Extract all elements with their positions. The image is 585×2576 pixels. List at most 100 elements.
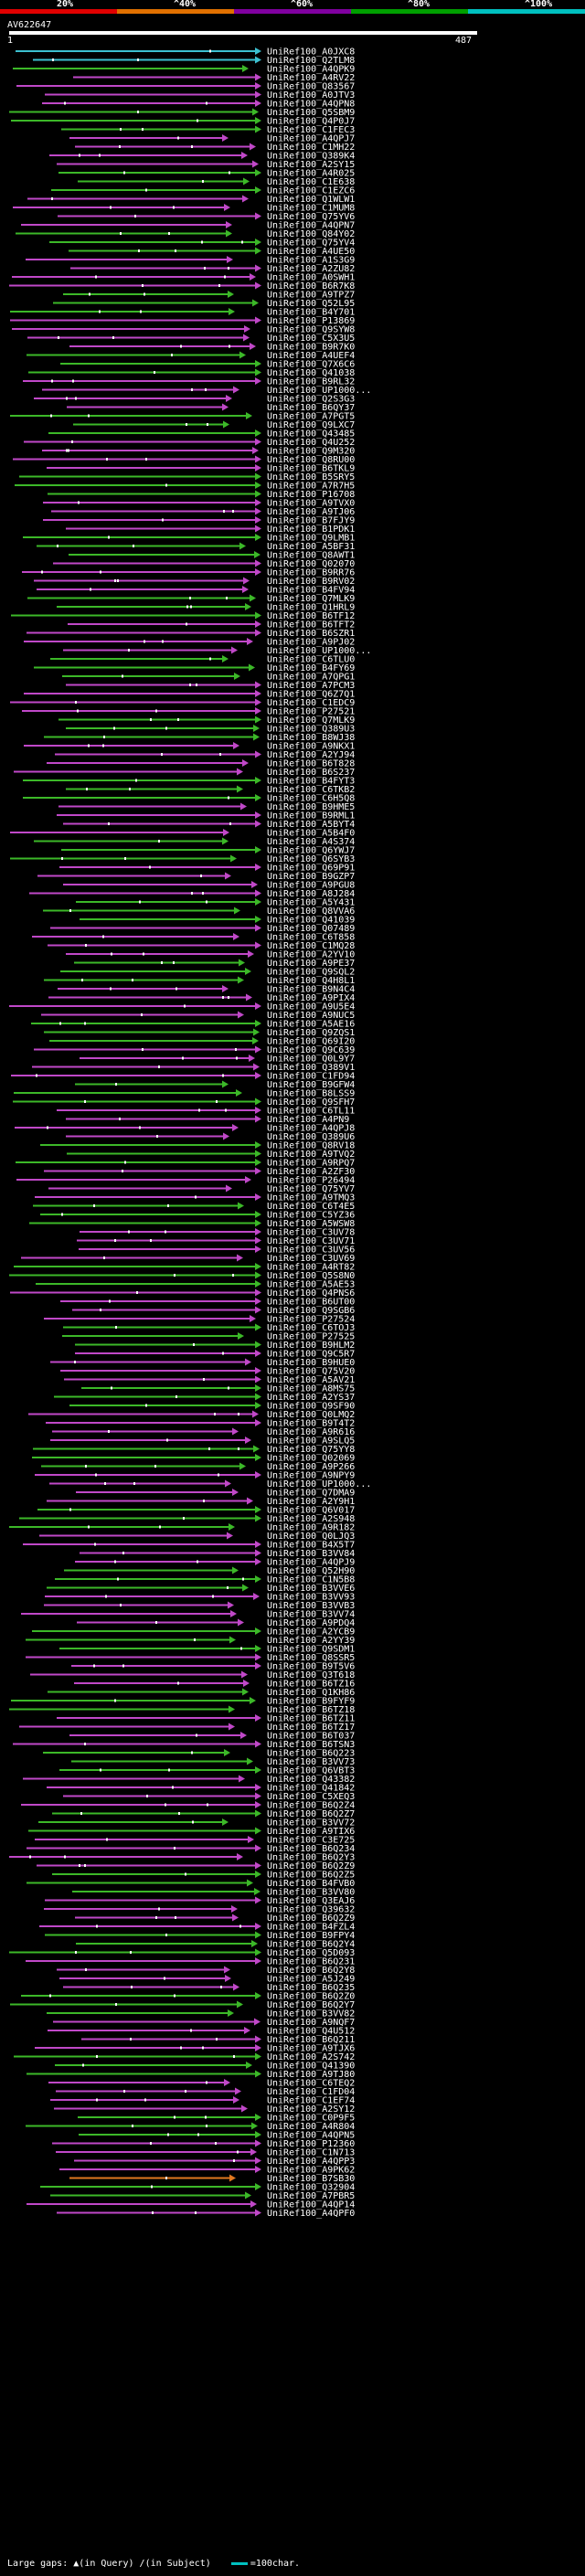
hit-id-label[interactable]: UniRef100_A5BF31 <box>267 542 355 552</box>
hit-id-label[interactable]: UniRef100_A4QPJ8 <box>267 1124 355 1134</box>
hit-id-label[interactable]: UniRef100_A4QPP3 <box>267 2157 355 2167</box>
hit-id-label[interactable]: UniRef100_A9R182 <box>267 1523 355 1533</box>
hit-id-label[interactable]: UniRef100_B6Q2Z9 <box>267 1913 355 1924</box>
hit-row[interactable]: UniRef100_B4FV94 <box>37 586 355 596</box>
hit-id-label[interactable]: UniRef100_A4RV22 <box>267 73 355 83</box>
hit-row[interactable]: UniRef100_A9TJX6 <box>35 2044 355 2054</box>
hit-id-label[interactable]: UniRef100_B6R7K8 <box>267 281 355 292</box>
hit-id-label[interactable]: UniRef100_A4UE50 <box>267 247 355 257</box>
hit-row[interactable]: UniRef100_A2Y9H1 <box>47 1497 355 1507</box>
hit-row[interactable]: UniRef100_C1EF74 <box>50 2096 355 2106</box>
hit-row[interactable]: UniRef100_A7PCM3 <box>66 681 355 691</box>
hit-row[interactable]: UniRef100_A4QPK9 <box>13 65 355 75</box>
hit-row[interactable]: UniRef100_B4FZL4 <box>39 1923 355 1933</box>
hit-row[interactable]: UniRef100_B3VV82 <box>47 2009 355 2019</box>
hit-id-label[interactable]: UniRef100_Q02069 <box>267 1454 355 1464</box>
hit-id-label[interactable]: UniRef100_A2S948 <box>267 1514 355 1524</box>
hit-id-label[interactable]: UniRef100_C1EDC9 <box>267 698 355 708</box>
hit-row[interactable]: UniRef100_Q75V20 <box>60 1367 355 1377</box>
hit-row[interactable]: UniRef100_B9RR76 <box>22 568 355 578</box>
hit-id-label[interactable]: UniRef100_Q0L9Y7 <box>267 1055 355 1065</box>
hit-id-label[interactable]: UniRef100_A2YCB9 <box>267 1627 355 1638</box>
hit-id-label[interactable]: UniRef100_B9R7K0 <box>267 343 355 353</box>
hit-id-label[interactable]: UniRef100_Q4U512 <box>267 2027 355 2037</box>
hit-row[interactable]: UniRef100_A4QPF0 <box>57 2209 355 2219</box>
hit-row[interactable]: UniRef100_Q39632 <box>44 1905 355 1915</box>
hit-id-label[interactable]: UniRef100_C5YZ36 <box>267 1211 355 1221</box>
hit-row[interactable]: UniRef100_B6Q2Y3 <box>9 1853 355 1863</box>
hit-row[interactable]: UniRef100_C1FD94 <box>11 1072 355 1082</box>
hit-id-label[interactable]: UniRef100_Q75YV7 <box>267 1184 355 1194</box>
hit-row[interactable]: UniRef100_Q9SGB6 <box>72 1306 355 1316</box>
hit-id-label[interactable]: UniRef100_A4QPF0 <box>267 2209 355 2219</box>
hit-id-label[interactable]: UniRef100_B6Q2Y3 <box>267 1853 355 1863</box>
hit-id-label[interactable]: UniRef100_A4PN9 <box>267 1115 349 1125</box>
hit-row[interactable]: UniRef100_B7FJY9 <box>43 516 355 526</box>
hit-row[interactable]: UniRef100_Q4PNS6 <box>10 1288 355 1299</box>
hit-row[interactable]: UniRef100_B6Q2Y7 <box>10 2000 355 2010</box>
hit-id-label[interactable]: UniRef100_Q7DMA9 <box>267 1489 355 1499</box>
hit-id-label[interactable]: UniRef100_B6TF12 <box>267 611 355 621</box>
hit-row[interactable]: UniRef100_B6Q2Z9 <box>75 1913 355 1924</box>
hit-row[interactable]: UniRef100_A7QPG1 <box>62 673 355 683</box>
hit-id-label[interactable]: UniRef100_Q9ZQS1 <box>267 1028 355 1038</box>
hit-id-label[interactable]: UniRef100_Q6VBT3 <box>267 1766 355 1776</box>
hit-row[interactable]: UniRef100_B6TFT2 <box>68 620 355 631</box>
hit-row[interactable]: UniRef100_A9TMQ3 <box>35 1193 355 1203</box>
hit-id-label[interactable]: UniRef100_C3UV69 <box>267 1254 355 1264</box>
hit-id-label[interactable]: UniRef100_B8LSS9 <box>267 1089 355 1099</box>
hit-row[interactable]: UniRef100_A2YCB9 <box>32 1627 355 1638</box>
hit-id-label[interactable]: UniRef100_B9HUE0 <box>267 1358 355 1368</box>
hit-row[interactable]: UniRef100_B4X5T7 <box>23 1541 355 1551</box>
hit-id-label[interactable]: UniRef100_B9RML1 <box>267 811 355 822</box>
hit-row[interactable]: UniRef100_A4QPJ7 <box>69 134 355 144</box>
hit-id-label[interactable]: UniRef100_B9T5V6 <box>267 1662 355 1672</box>
hit-row[interactable]: UniRef100_B6Q235 <box>63 1983 355 1993</box>
hit-row[interactable]: UniRef100_A2YY39 <box>26 1636 355 1646</box>
hit-row[interactable]: UniRef100_Q9SYW8 <box>12 325 355 335</box>
hit-row[interactable]: UniRef100_C3E725 <box>35 1836 355 1846</box>
hit-id-label[interactable]: UniRef100_B3VV72 <box>267 1818 355 1829</box>
hit-id-label[interactable]: UniRef100_Q389K4 <box>267 152 355 162</box>
hit-id-label[interactable]: UniRef100_C3UV56 <box>267 1246 355 1256</box>
hit-id-label[interactable]: UniRef100_B9RV02 <box>267 577 355 587</box>
hit-row[interactable]: UniRef100_Q02070 <box>53 559 355 569</box>
hit-row[interactable]: UniRef100_B6S237 <box>14 768 355 778</box>
hit-id-label[interactable]: UniRef100_C3UV78 <box>267 1228 355 1238</box>
hit-row[interactable]: UniRef100_Q3T618 <box>30 1670 355 1680</box>
hit-row[interactable]: UniRef100_B9RML1 <box>57 811 355 822</box>
hit-row[interactable]: UniRef100_B6T037 <box>69 1732 355 1742</box>
hit-row[interactable]: UniRef100_B3VV73 <box>71 1757 355 1767</box>
hit-id-label[interactable]: UniRef100_C6TEQ2 <box>267 2079 355 2089</box>
hit-id-label[interactable]: UniRef100_C1FD04 <box>267 2087 355 2097</box>
hit-row[interactable]: UniRef100_B6Q211 <box>81 2035 355 2045</box>
hit-row[interactable]: UniRef100_A9NUC5 <box>41 1011 355 1021</box>
hit-id-label[interactable]: UniRef100_A9PE37 <box>267 959 355 969</box>
hit-row[interactable]: UniRef100_A8MS75 <box>81 1384 355 1394</box>
hit-row[interactable]: UniRef100_Q9C5R7 <box>75 1350 355 1360</box>
hit-row[interactable]: UniRef100_B4FYT3 <box>23 777 355 787</box>
hit-id-label[interactable]: UniRef100_B3VV73 <box>267 1757 355 1767</box>
hit-row[interactable]: UniRef100_A4QPN5 <box>79 2131 355 2141</box>
hit-row[interactable]: UniRef100_B6Q2Z0 <box>21 1992 355 2002</box>
hit-id-label[interactable]: UniRef100_B4FZL4 <box>267 1923 355 1933</box>
hit-row[interactable]: UniRef100_Q5SBM9 <box>9 108 355 118</box>
hit-row[interactable]: UniRef100_Q5D093 <box>9 1948 355 1958</box>
hit-id-label[interactable]: UniRef100_B3VV93 <box>267 1593 355 1603</box>
hit-row[interactable]: UniRef100_C3UV78 <box>80 1228 355 1238</box>
hit-id-label[interactable]: UniRef100_Q7MLK9 <box>267 594 355 604</box>
hit-id-label[interactable]: UniRef100_A9PK62 <box>267 2166 355 2176</box>
hit-row[interactable]: UniRef100_C5XEQ3 <box>63 1792 355 1802</box>
hit-id-label[interactable]: UniRef100_A8MS75 <box>267 1384 355 1394</box>
hit-row[interactable]: UniRef100_A9PIX4 <box>48 993 355 1003</box>
hit-id-label[interactable]: UniRef100_A7PCM3 <box>267 681 355 691</box>
hit-id-label[interactable]: UniRef100_Q83567 <box>267 82 355 92</box>
hit-row[interactable]: UniRef100_B6Q223 <box>43 1749 355 1759</box>
hit-id-label[interactable]: UniRef100_Q32904 <box>267 2183 355 2193</box>
hit-row[interactable]: UniRef100_A4R804 <box>26 2122 355 2132</box>
hit-row[interactable]: UniRef100_P16708 <box>48 490 355 500</box>
hit-row[interactable]: UniRef100_A4UE50 <box>69 247 355 257</box>
hit-id-label[interactable]: UniRef100_P16708 <box>267 490 355 500</box>
hit-row[interactable]: UniRef100_B6UT00 <box>60 1298 355 1308</box>
hit-id-label[interactable]: UniRef100_Q9C5R7 <box>267 1350 355 1360</box>
